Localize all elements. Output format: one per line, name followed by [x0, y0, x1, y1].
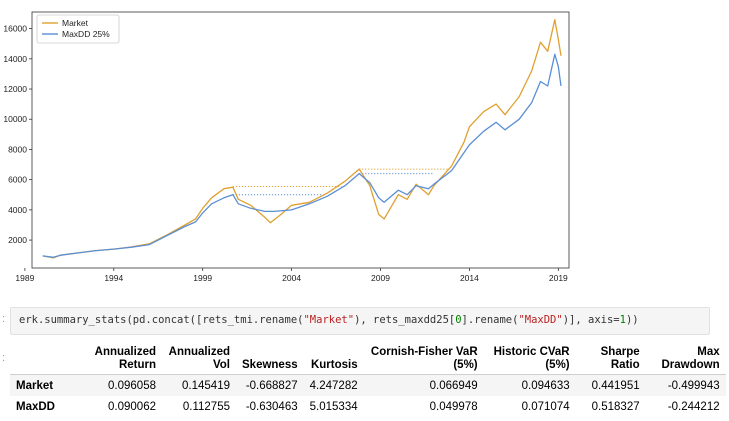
row-label: Market: [16, 379, 54, 392]
y-tick-label: 10000: [3, 114, 27, 124]
y-tick-label: 6000: [8, 175, 27, 185]
table-row: MaxDD 0.090062 0.112755 -0.630463 5.0153…: [10, 396, 726, 417]
output-prompt: :: [2, 352, 6, 364]
table-header-row: Annualized Return Annualized Vol Skewnes…: [10, 344, 726, 375]
table-cell: -0.499943: [667, 379, 720, 392]
index-header: [10, 344, 70, 375]
table-cell: 0.112755: [182, 400, 230, 413]
x-tick-label: 1989: [15, 273, 34, 283]
column-header: Annualized Return: [94, 346, 156, 371]
input-prompt: :: [2, 313, 6, 325]
table-cell: 0.066949: [429, 379, 478, 392]
y-tick-label: 12000: [3, 84, 27, 94]
table-cell: -0.244212: [667, 400, 720, 413]
y-tick-label: 14000: [3, 54, 27, 64]
code-input[interactable]: erk.summary_stats(pd.concat([rets_tmi.re…: [10, 307, 710, 335]
x-tick-label: 1999: [193, 273, 212, 283]
legend-label: Market: [62, 18, 89, 28]
y-tick-label: 16000: [3, 24, 27, 34]
column-header: Max Drawdown: [661, 346, 720, 371]
row-label: MaxDD: [16, 400, 55, 413]
x-tick-label: 2014: [460, 273, 479, 283]
table-cell: -0.668827: [245, 379, 298, 392]
y-tick-label: 8000: [8, 144, 27, 154]
column-header: Annualized Vol: [168, 346, 230, 371]
y-tick-label: 4000: [8, 205, 27, 215]
table-cell: 0.071074: [521, 400, 570, 413]
y-tick-label: 2000: [8, 235, 27, 245]
column-header: Cornish-Fisher VaR (5%): [370, 346, 478, 371]
table-cell: 5.015334: [309, 400, 358, 413]
table-row: Market 0.096058 0.145419 -0.668827 4.247…: [10, 374, 726, 396]
table-cell: 4.247282: [309, 379, 358, 392]
column-header: Sharpe Ratio: [600, 346, 640, 371]
code-cell[interactable]: : erk.summary_stats(pd.concat([rets_tmi.…: [0, 303, 729, 337]
x-tick-label: 2004: [282, 273, 301, 283]
x-tick-label: 2009: [371, 273, 390, 283]
x-tick-label: 1994: [104, 273, 123, 283]
summary-stats-table: Annualized Return Annualized Vol Skewnes…: [10, 344, 726, 417]
column-header: Skewness: [242, 359, 298, 371]
column-header: Kurtosis: [310, 359, 358, 371]
table-cell: 0.518327: [591, 400, 640, 413]
plot-frame: [31, 11, 570, 269]
table-cell: 0.049978: [429, 400, 478, 413]
series-line-market: [42, 18, 562, 259]
table-cell: -0.630463: [245, 400, 298, 413]
table-cell: 0.441951: [591, 379, 640, 392]
line-chart: 2000 4000 6000 8000 10000 12000 14000 16000 1989…: [3, 11, 570, 283]
code-text: erk.summary_stats(pd.concat([rets_tmi.re…: [19, 314, 639, 326]
series-line-maxdd: [42, 53, 562, 258]
legend-label: MaxDD 25%: [62, 29, 110, 39]
table-cell: 0.145419: [182, 379, 230, 392]
x-tick-label: 2019: [549, 273, 568, 283]
table-cell: 0.096058: [108, 379, 156, 392]
legend-box: [36, 14, 120, 44]
table-cell: 0.090062: [108, 400, 156, 413]
column-header: Historic CVaR (5%): [493, 346, 570, 371]
table-cell: 0.094633: [521, 379, 570, 392]
